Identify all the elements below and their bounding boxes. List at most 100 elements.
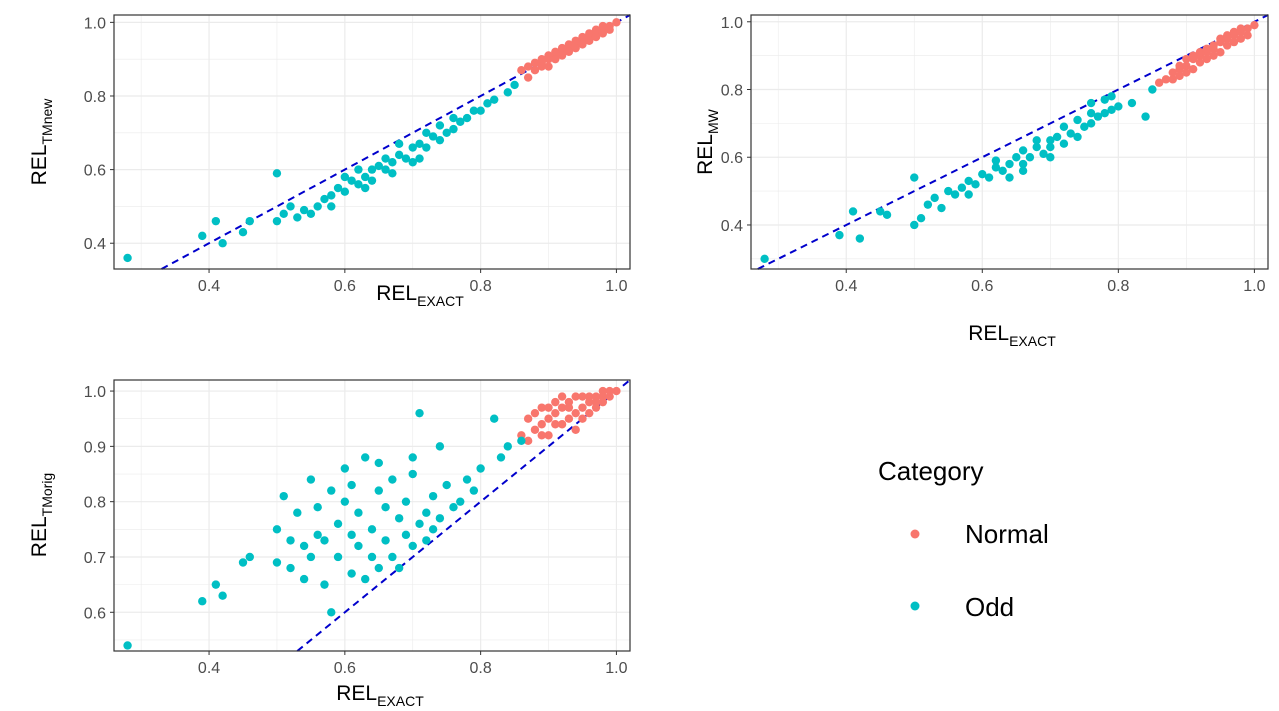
point-odd (388, 158, 397, 167)
point-odd (415, 408, 424, 418)
point-odd (381, 165, 390, 174)
y-tick-label: 0.8 (721, 83, 743, 100)
point-odd (1080, 122, 1089, 131)
panel-border (113, 14, 631, 270)
point-normal (612, 18, 621, 27)
point-odd (415, 139, 424, 149)
point-odd (367, 552, 377, 562)
point-odd (435, 514, 445, 523)
point-normal (1168, 75, 1177, 84)
point-odd (327, 486, 336, 495)
point-odd (1046, 136, 1055, 145)
point-normal (530, 408, 540, 418)
point-odd (361, 172, 370, 182)
point-odd (456, 117, 465, 126)
point-odd (286, 563, 295, 573)
x-tick-label: 0.6 (971, 278, 993, 295)
point-odd (299, 574, 309, 584)
x-tick-label: 0.6 (334, 278, 356, 295)
point-odd (1018, 159, 1028, 169)
point-normal (544, 62, 553, 71)
point-odd (327, 191, 336, 200)
point-normal (598, 392, 608, 401)
point-odd (320, 536, 329, 545)
point-odd (435, 121, 445, 130)
point-normal (598, 29, 608, 38)
point-odd (286, 536, 295, 545)
point-normal (523, 62, 533, 71)
point-odd (957, 183, 967, 192)
point-normal (1216, 34, 1225, 43)
y-tick-label: 0.4 (84, 236, 106, 253)
point-odd (408, 453, 417, 462)
point-normal (612, 386, 621, 396)
point-normal (571, 43, 580, 53)
point-odd (401, 154, 411, 163)
y-tick-label: 0.6 (84, 163, 106, 180)
point-odd (950, 190, 960, 199)
point-normal (585, 36, 594, 45)
point-odd (435, 135, 445, 145)
point-odd (991, 156, 1001, 165)
point-odd (1114, 102, 1123, 111)
point-odd (327, 202, 336, 211)
point-odd (449, 503, 458, 512)
point-odd (415, 519, 424, 528)
x-tick-label: 0.4 (835, 278, 857, 295)
point-odd (333, 183, 343, 193)
point-odd (510, 80, 519, 90)
point-normal (544, 403, 553, 412)
point-normal (605, 25, 614, 34)
x-tick-label: 0.8 (1107, 278, 1129, 295)
point-normal (523, 436, 533, 446)
point-normal (557, 392, 567, 401)
tick-labels: 0.4 0.6 0.8 1.0 0.6 0.7 0.8 0.9 1.0 (84, 384, 628, 677)
x-axis-label: RELEXACT (376, 282, 464, 309)
point-normal (523, 414, 533, 423)
point-odd (517, 436, 526, 446)
point-odd (835, 230, 844, 240)
point-odd (1046, 142, 1055, 152)
point-odd (306, 552, 316, 562)
point-normal (571, 36, 580, 45)
point-odd (1073, 115, 1082, 125)
point-odd (1032, 136, 1041, 145)
point-odd (340, 464, 350, 473)
point-normal (591, 32, 601, 42)
point-odd (245, 216, 254, 226)
point-normal (1188, 51, 1198, 60)
point-odd (374, 161, 383, 171)
point-normal (1209, 51, 1218, 60)
point-odd (462, 113, 472, 123)
point-odd (1012, 153, 1021, 162)
x-tick-label: 0.4 (198, 660, 220, 677)
gridlines (114, 380, 630, 651)
point-odd (442, 128, 451, 137)
point-normal (598, 21, 608, 31)
x-axis-label: RELEXACT (336, 682, 424, 709)
point-odd (374, 563, 383, 573)
point-odd (279, 209, 288, 218)
point-normal (585, 408, 594, 418)
point-normal (591, 25, 601, 34)
point-odd (293, 213, 302, 222)
point-odd (1107, 92, 1116, 101)
point-odd (490, 95, 499, 104)
point-odd (923, 200, 933, 209)
point-normal (557, 420, 567, 429)
point-odd (340, 497, 350, 506)
point-odd (910, 173, 919, 182)
point-odd (408, 143, 417, 152)
point-normal (544, 414, 553, 423)
point-odd (374, 458, 383, 468)
point-odd (313, 530, 322, 540)
point-odd (286, 202, 295, 211)
point-normal (1182, 68, 1191, 77)
legend-title: Category (878, 456, 984, 486)
point-odd (354, 165, 363, 174)
point-normal (1195, 48, 1205, 57)
point-odd (394, 150, 404, 160)
point-normal (605, 386, 614, 396)
point-odd (476, 464, 485, 473)
point-normal (1222, 31, 1232, 40)
